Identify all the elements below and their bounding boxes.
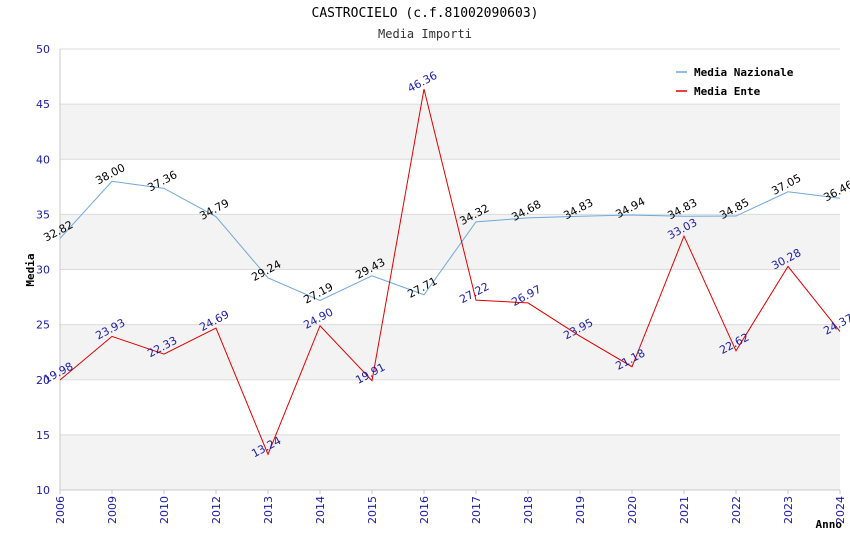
y-tick-label: 40	[36, 153, 50, 166]
grid-band	[60, 269, 840, 325]
x-tick-label: 2021	[678, 496, 691, 524]
grid-band	[60, 214, 840, 270]
chart-subtitle: Media Importi	[378, 27, 472, 41]
x-tick-label: 2014	[314, 496, 327, 524]
chart-title: CASTROCIELO (c.f.81002090603)	[311, 6, 539, 21]
x-tick-label: 2013	[262, 496, 275, 524]
y-tick-label: 10	[36, 484, 50, 497]
x-tick-label: 2019	[574, 496, 587, 524]
x-tick-label: 2016	[418, 496, 431, 524]
grid-band	[60, 434, 840, 490]
grid-band	[60, 379, 840, 435]
y-tick-label: 50	[36, 43, 50, 56]
x-tick-label: 2017	[470, 496, 483, 524]
x-tick-label: 2024	[834, 496, 847, 524]
x-tick-label: 2012	[210, 496, 223, 524]
grid-band	[60, 104, 840, 160]
legend-label-media-nazionale: Media Nazionale	[694, 66, 794, 79]
x-tick-label: 2009	[106, 496, 119, 524]
y-tick-label: 15	[36, 429, 50, 442]
legend: Media Nazionale Media Ente	[670, 60, 810, 102]
x-axis-label: Anno	[816, 518, 843, 531]
y-tick-label: 25	[36, 319, 50, 332]
y-tick-label: 35	[36, 208, 50, 221]
y-tick-label: 30	[36, 264, 50, 277]
grid-band	[60, 159, 840, 215]
grid-band	[60, 324, 840, 380]
series-line-media-ente	[59, 89, 841, 456]
y-tick-label: 45	[36, 98, 50, 111]
series-line-media-nazionale	[59, 180, 841, 302]
x-tick-label: 2015	[366, 496, 379, 524]
x-tick-label: 2018	[522, 496, 535, 524]
x-tick-label: 2020	[626, 496, 639, 524]
y-axis-label: Media	[24, 253, 37, 286]
x-tick-label: 2023	[782, 496, 795, 524]
x-tick-label: 2006	[54, 496, 67, 524]
x-tick-label: 2010	[158, 496, 171, 524]
x-tick-label: 2022	[730, 496, 743, 524]
y-tick-label: 20	[36, 374, 50, 387]
legend-box	[670, 60, 810, 102]
legend-label-media-ente: Media Ente	[694, 85, 761, 98]
